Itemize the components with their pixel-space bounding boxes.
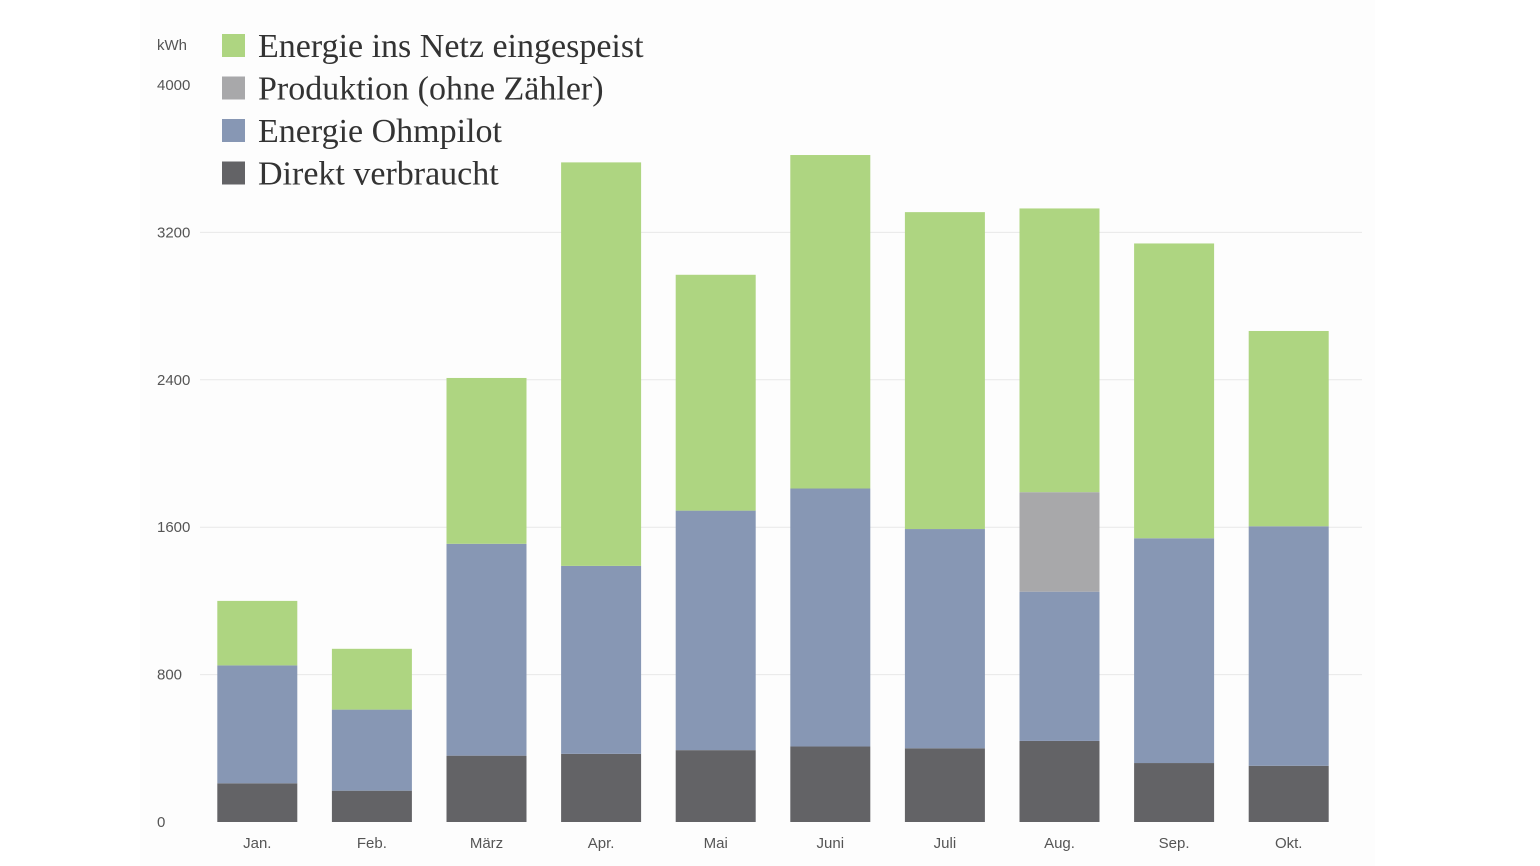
bar-segment bbox=[561, 162, 642, 566]
x-tick-label: Sep. bbox=[1159, 835, 1190, 852]
bar-segment bbox=[331, 709, 412, 791]
bar-segment bbox=[675, 750, 756, 822]
x-axis-ticks: Jan. Feb. März Apr. Mai Juni Juli Aug. Sep. Okt. bbox=[243, 835, 1302, 852]
bar-segment bbox=[1019, 591, 1100, 741]
bar-segment bbox=[675, 274, 756, 511]
bar-segment bbox=[217, 783, 298, 822]
x-tick-label: Mai bbox=[704, 835, 728, 852]
x-tick-label: Aug. bbox=[1044, 835, 1075, 852]
bar-segment bbox=[331, 790, 412, 822]
x-tick-label: Juni bbox=[817, 835, 845, 852]
legend-label: Energie Ohmpilot bbox=[258, 113, 502, 150]
bar-segment bbox=[217, 665, 298, 784]
bar-segment bbox=[790, 488, 871, 747]
legend-swatch bbox=[222, 34, 245, 57]
bar-segment bbox=[1019, 208, 1100, 493]
legend-label: Direkt verbraucht bbox=[258, 156, 499, 193]
y-tick-label: 0 bbox=[157, 814, 165, 831]
bar-segment bbox=[561, 565, 642, 754]
bar-segment bbox=[904, 748, 985, 822]
bar-segment bbox=[1134, 243, 1215, 539]
x-tick-label: Jan. bbox=[243, 835, 271, 852]
bar-segment bbox=[790, 155, 871, 489]
y-axis-unit: kWh bbox=[157, 37, 187, 54]
y-axis-ticks: 0 800 1600 2400 3200 4000 bbox=[157, 77, 190, 831]
bar-segment bbox=[1248, 765, 1329, 822]
bar-segment bbox=[790, 746, 871, 822]
bar-segment bbox=[1248, 526, 1329, 766]
bar-segment bbox=[446, 755, 527, 822]
x-tick-label: März bbox=[470, 835, 503, 852]
bar-segment bbox=[904, 212, 985, 530]
x-tick-label: Juli bbox=[934, 835, 957, 852]
bar-segment bbox=[1134, 763, 1215, 822]
x-tick-label: Feb. bbox=[357, 835, 387, 852]
bar-segment bbox=[217, 600, 298, 666]
y-tick-label: 800 bbox=[157, 667, 182, 684]
bar-segment bbox=[1134, 538, 1215, 764]
legend-swatch bbox=[222, 76, 245, 100]
x-tick-label: Okt. bbox=[1275, 835, 1303, 852]
y-tick-label: 3200 bbox=[157, 224, 190, 241]
x-tick-label: Apr. bbox=[588, 835, 615, 852]
legend: Energie ins Netz eingespeist Produktion (… bbox=[222, 28, 644, 193]
bar-segment bbox=[1019, 492, 1100, 592]
y-tick-label: 4000 bbox=[157, 77, 190, 94]
legend-label: Energie ins Netz eingespeist bbox=[258, 28, 644, 65]
bar-segment bbox=[446, 543, 527, 756]
bar-segment bbox=[675, 510, 756, 751]
bar-segment bbox=[1019, 740, 1100, 822]
legend-swatch bbox=[222, 119, 245, 142]
bar-segment bbox=[331, 648, 412, 710]
legend-label: Produktion (ohne Zähler) bbox=[258, 71, 604, 108]
bar-segment bbox=[446, 377, 527, 544]
y-tick-label: 2400 bbox=[157, 372, 190, 389]
bar-segment bbox=[904, 529, 985, 749]
bar-segment bbox=[1248, 330, 1329, 527]
legend-swatch bbox=[222, 161, 245, 185]
bars bbox=[217, 155, 1329, 822]
y-tick-label: 1600 bbox=[157, 519, 190, 536]
bar-segment bbox=[561, 753, 642, 822]
